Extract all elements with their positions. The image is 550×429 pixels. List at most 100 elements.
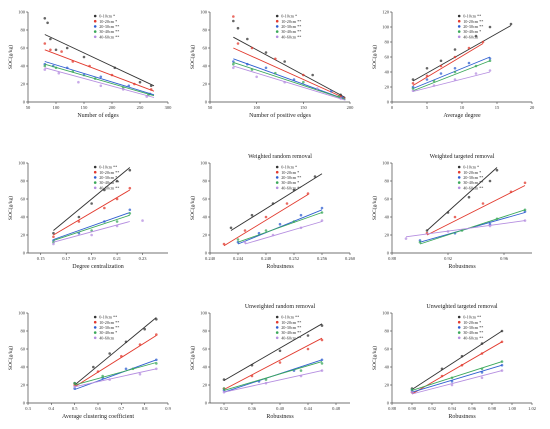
regression-line xyxy=(411,330,503,390)
y-tick-label: 100 xyxy=(18,161,26,166)
x-tick-label: 10 xyxy=(460,105,465,110)
regression-line xyxy=(53,167,131,231)
data-point xyxy=(250,46,254,50)
x-tick-label: 0.88 xyxy=(388,406,397,411)
data-point xyxy=(149,88,153,91)
data-point xyxy=(73,383,76,387)
legend-label: 20-30cm ** xyxy=(99,24,119,29)
regression-line xyxy=(223,361,323,391)
x-tick-label: 0.92 xyxy=(444,256,452,261)
x-tick-label: 15 xyxy=(495,105,500,110)
y-tick-label: 100 xyxy=(18,311,26,316)
data-point xyxy=(73,385,76,389)
y-tick-label: 0 xyxy=(387,401,390,406)
data-point xyxy=(121,88,125,91)
legend-marker xyxy=(93,315,97,319)
data-point xyxy=(128,208,132,212)
data-point xyxy=(495,168,499,172)
data-point xyxy=(339,97,342,100)
y-tick-label: 120 xyxy=(382,10,390,15)
legend-marker xyxy=(457,14,461,18)
legend-label: 40-60cm ** xyxy=(463,335,483,340)
regression-line xyxy=(53,189,131,236)
data-point xyxy=(311,73,314,77)
regression-line xyxy=(44,67,155,98)
legend-label: 40-60cm ** xyxy=(99,34,119,39)
legend-label: 40-60cm ** xyxy=(281,34,301,39)
legend-label: 40-60cm ** xyxy=(281,335,301,340)
data-point xyxy=(337,95,341,98)
legend-label: 0-10cm ** xyxy=(99,165,117,170)
y-tick-label: 100 xyxy=(18,10,26,15)
y-tick-label: 20 xyxy=(385,233,390,238)
series-4 xyxy=(222,361,324,391)
data-point xyxy=(138,343,142,346)
x-tick-label: 0.17 xyxy=(62,256,71,261)
data-point xyxy=(155,318,158,321)
data-point xyxy=(222,242,226,246)
legend-label: 10-20cm * xyxy=(99,19,117,24)
legend-marker xyxy=(457,315,461,319)
y-tick-label: 80 xyxy=(203,329,208,334)
series-2 xyxy=(52,186,132,239)
data-point xyxy=(138,372,142,376)
data-point xyxy=(418,239,422,242)
data-point xyxy=(404,237,408,240)
data-point xyxy=(274,71,277,75)
data-point xyxy=(467,61,471,65)
x-tick-label: 0.6 xyxy=(95,406,101,411)
x-tick-label: 0.9 xyxy=(165,406,171,411)
y-axis-label: SOC(g/kg) xyxy=(371,346,378,370)
data-point xyxy=(410,388,414,391)
data-point xyxy=(264,66,268,70)
scatter-panel-7: 0 20 40 60 80 100 0.3 0.4 0.5 0.6 0.7 0.8 0.9 Average… xyxy=(7,311,172,420)
y-tick-label: 0 xyxy=(205,401,208,406)
data-point xyxy=(65,66,69,70)
y-tick-label: 80 xyxy=(21,28,26,33)
legend-label: 30-40cm ** xyxy=(463,330,483,335)
data-point xyxy=(320,219,324,222)
x-tick-label: 5 xyxy=(426,105,429,110)
data-point xyxy=(453,215,457,219)
legend-marker xyxy=(275,14,279,18)
y-axis-label: SOC(g/kg) xyxy=(189,196,196,220)
data-point xyxy=(495,217,499,221)
data-point xyxy=(49,37,52,41)
y-tick-label: 60 xyxy=(21,46,26,51)
data-point xyxy=(236,42,240,45)
data-point xyxy=(222,390,226,394)
y-tick-label: 40 xyxy=(21,215,26,220)
series-4 xyxy=(73,362,158,386)
series-1 xyxy=(73,317,158,386)
data-point xyxy=(467,46,471,50)
data-point xyxy=(418,240,422,244)
x-tick-label: 0.40 xyxy=(276,406,285,411)
x-tick-label: 0.21 xyxy=(113,256,121,261)
legend-label: 20-30cm * xyxy=(99,175,117,180)
legend-label: 0-10cm * xyxy=(281,165,297,170)
legend-marker xyxy=(93,30,97,33)
data-point xyxy=(128,186,132,190)
legend-label: 0-10cm ** xyxy=(463,14,481,19)
data-point xyxy=(460,229,464,232)
legend-label: 10-20cm * xyxy=(281,170,299,175)
data-point xyxy=(155,367,158,371)
y-axis-label: SOC(g/kg) xyxy=(371,45,378,69)
legend-label: 40-60cm ** xyxy=(99,185,119,190)
legend-label: 0-10cm ** xyxy=(281,315,299,320)
series-4 xyxy=(52,212,132,244)
y-tick-label: 40 xyxy=(203,365,208,370)
series-2 xyxy=(222,192,310,247)
legend-label: 20-30cm ** xyxy=(281,24,301,29)
data-point xyxy=(316,87,319,90)
scatter-panel-1: 0 20 40 60 80 100 50 100 150 200 250 300 Number of e… xyxy=(7,10,172,119)
x-tick-label: 200 xyxy=(109,105,117,110)
data-point xyxy=(52,235,55,239)
data-point xyxy=(440,367,444,371)
y-tick-label: 60 xyxy=(385,347,390,352)
y-tick-label: 20 xyxy=(21,383,26,388)
data-point xyxy=(96,370,100,373)
data-point xyxy=(77,215,81,219)
regression-line xyxy=(412,71,491,92)
data-point xyxy=(236,26,240,30)
